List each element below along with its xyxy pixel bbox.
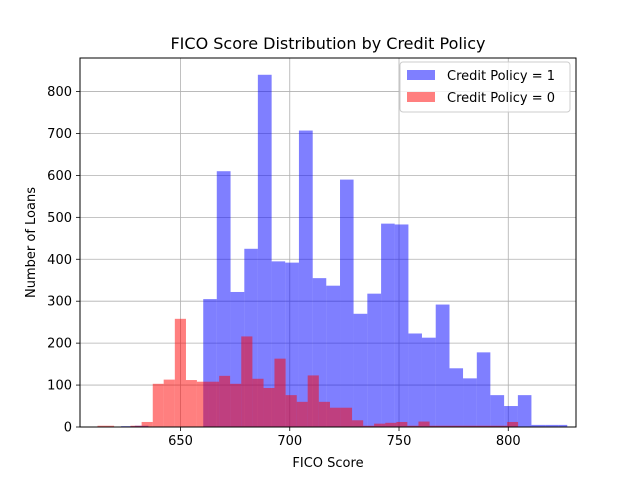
histogram-bar-series-1	[296, 401, 308, 427]
legend-box	[399, 61, 571, 113]
histogram-bars	[97, 74, 568, 427]
histogram-bar-series-1	[340, 407, 353, 427]
histogram-bar-series-1	[185, 380, 197, 427]
histogram-bar-series-0	[326, 285, 341, 427]
histogram-bar-series-1	[263, 388, 275, 427]
histogram-bar-series-1	[174, 318, 186, 427]
legend-swatch-credit-policy-1	[407, 70, 435, 80]
histogram-bar-series-1	[196, 381, 209, 427]
legend-label-credit-policy-1: Credit Policy = 1	[447, 69, 555, 84]
histogram-bar-series-1	[230, 383, 242, 427]
histogram-bar-series-1	[462, 425, 485, 427]
legend-swatch-credit-policy-0	[407, 92, 435, 102]
histogram-bar-series-0	[285, 262, 299, 427]
histogram-bar-series-0	[367, 293, 382, 427]
histogram-bar-series-0	[381, 223, 395, 427]
histogram-bar-series-0	[531, 424, 546, 427]
y-tick-label: 100	[47, 379, 72, 394]
histogram-bar-series-1	[418, 421, 430, 427]
x-axis-label: FICO Score	[292, 456, 363, 471]
histogram-bar-series-0	[545, 424, 559, 427]
y-tick-label: 800	[47, 85, 72, 100]
histogram-bar-series-0	[216, 171, 231, 427]
legend: Credit Policy = 1 Credit Policy = 0	[399, 61, 571, 113]
histogram-bar-series-1	[363, 425, 375, 427]
histogram-bar-series-1	[352, 420, 364, 427]
axis-ticks: 650 700 750 800 0 100 200 300 400 500 600 700 800	[47, 85, 521, 449]
histogram-bar-series-1	[385, 422, 397, 427]
histogram-bar-series-0	[257, 74, 272, 427]
histogram-bar-series-1	[163, 379, 175, 427]
histogram-bar-series-1	[274, 358, 286, 427]
y-tick-label: 500	[47, 211, 72, 226]
x-tick-label: 800	[496, 434, 521, 449]
histogram-bar-series-1	[318, 401, 330, 427]
histogram-bar-series-0	[435, 304, 450, 427]
histogram-bar-series-0	[490, 395, 505, 427]
y-tick-label: 0	[64, 421, 72, 436]
histogram-bar-series-1	[407, 425, 419, 427]
histogram-bar-series-1	[97, 425, 115, 427]
histogram-bar-series-0	[517, 395, 532, 427]
histogram-bar-series-1	[440, 425, 452, 427]
histogram-bar-series-1	[451, 425, 463, 427]
y-tick-label: 600	[47, 169, 72, 184]
histogram-bar-series-1	[429, 425, 441, 427]
histogram-bar-series-0	[421, 337, 436, 427]
histogram-bar-series-0	[408, 333, 422, 427]
x-tick-label: 700	[277, 434, 302, 449]
histogram-bar-series-1	[307, 375, 319, 427]
histogram-bar-series-1	[329, 407, 341, 427]
y-axis-label: Number of Loans	[24, 187, 39, 298]
histogram-bar-series-1	[507, 421, 519, 427]
x-tick-label: 750	[387, 434, 412, 449]
histogram-bar-series-1	[285, 395, 297, 427]
histogram-bar-series-1	[374, 423, 386, 427]
histogram-bar-series-0	[353, 313, 368, 427]
chart-title: FICO Score Distribution by Credit Policy	[170, 34, 485, 53]
histogram-bar-series-0	[298, 130, 313, 427]
x-tick-label: 650	[168, 434, 193, 449]
histogram-bar-series-1	[152, 383, 164, 427]
histogram-bar-series-0	[558, 424, 568, 427]
y-tick-label: 200	[47, 337, 72, 352]
y-tick-label: 300	[47, 295, 72, 310]
histogram-bar-series-1	[130, 425, 142, 427]
plot-frame	[79, 57, 577, 428]
histogram-bar-series-1	[241, 336, 253, 427]
histogram-bar-series-0	[463, 378, 477, 427]
histogram-bar-series-0	[476, 352, 491, 427]
histogram-bar-series-0	[340, 179, 354, 427]
y-tick-label: 400	[47, 253, 72, 268]
histogram-bar-series-1	[484, 425, 497, 427]
histogram-bar-series-1	[396, 421, 408, 427]
histogram-bar-series-1	[252, 378, 264, 427]
histogram-bar-series-0	[394, 224, 409, 427]
histogram-bar-series-0	[504, 406, 518, 427]
histogram-bar-series-1	[141, 421, 153, 427]
histogram-bar-series-1	[496, 425, 508, 427]
histogram-bar-series-0	[449, 368, 464, 427]
histogram-bar-series-1	[219, 375, 231, 427]
histogram-bar-series-1	[208, 381, 220, 427]
y-tick-label: 700	[47, 127, 72, 142]
legend-label-credit-policy-0: Credit Policy = 0	[447, 91, 555, 106]
